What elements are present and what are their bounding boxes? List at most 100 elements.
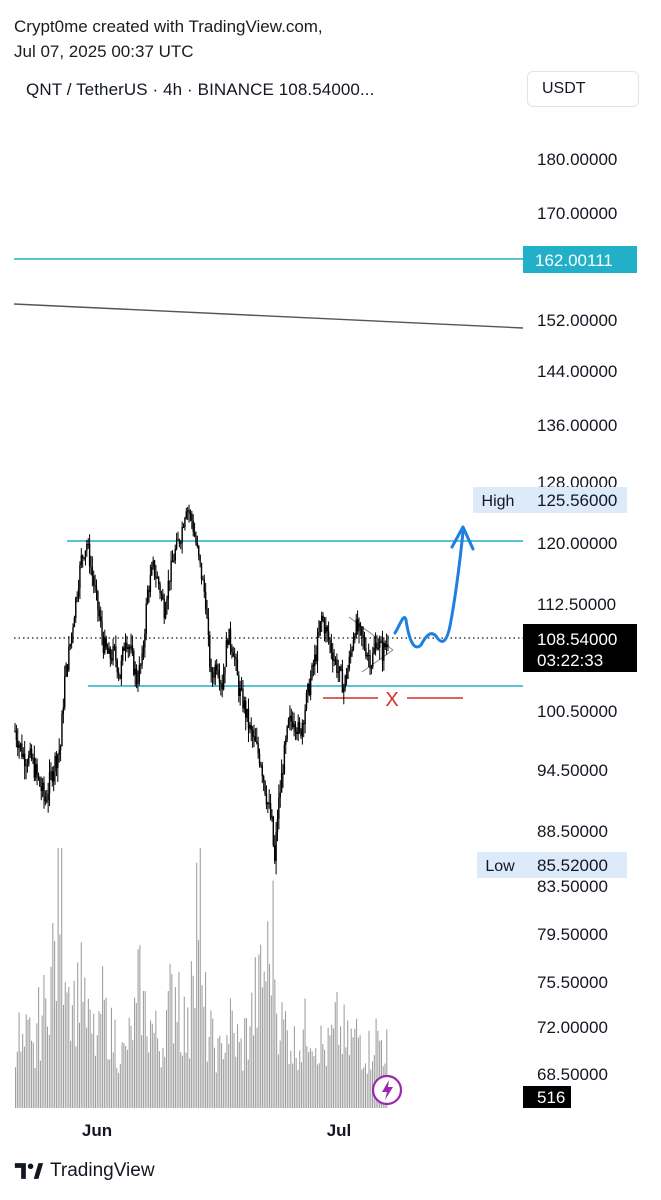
volume-bar [123,1043,125,1108]
candle [387,635,389,652]
candle [166,595,168,615]
price-axis[interactable]: 180.00000 170.00000 152.00000 144.00000 136.… [537,150,617,1084]
volume-bar [89,1009,91,1108]
volume-bar [93,1013,95,1108]
volume-bar [158,1051,160,1108]
candle [123,642,125,652]
candle [348,650,351,672]
candle [229,621,232,655]
candle [130,633,132,654]
low-label: Low [485,858,515,875]
candle [243,696,246,714]
x-tick-label: Jul [327,1121,352,1140]
candle [191,510,193,530]
candle [101,610,103,646]
candle [134,661,136,687]
candle [214,660,217,686]
price-chart[interactable]: X 180.00000 170.00000 152.00000 144.00000 13… [0,0,661,1160]
volume-bar [181,1055,184,1108]
candle [384,640,386,650]
candle [373,636,375,655]
candle [380,636,382,644]
symbol-legend[interactable]: QNT / TetherUS · 4h · BINANCE 108.54000.… [26,80,375,99]
volume-bar [162,1047,164,1108]
volume-bar [142,991,144,1108]
y-tick-label: 68.50000 [537,1065,608,1084]
candle [146,585,149,605]
time-axis[interactable]: Jun Jul [82,1121,351,1140]
candle [25,758,27,780]
volume-bar [80,942,82,1108]
candle [332,642,334,673]
volume-bar [75,1046,77,1108]
volume-bar [73,980,75,1108]
footer-brand: TradingView [14,1160,155,1182]
volume-bar [98,1011,100,1108]
volume-bar [189,1058,191,1108]
high-value-box [527,487,627,513]
candle [381,630,384,672]
volume-bar [265,981,267,1108]
candle [374,632,377,656]
volume-bar [304,998,306,1108]
volume-bar [18,1012,20,1108]
candle [144,628,146,658]
volume-bar [34,1067,36,1108]
trend-line[interactable] [13,303,524,329]
candle [171,550,174,563]
candle [40,776,42,801]
candle [119,674,121,680]
candle [311,662,313,681]
volume-bar [48,1034,50,1108]
candle [359,621,362,636]
volume-bar [336,992,338,1108]
volume-bar [228,1043,230,1108]
candle [76,591,78,603]
candle [383,638,385,671]
candle [58,738,60,763]
candle [200,562,203,585]
candle [156,571,158,579]
candle [224,666,226,684]
volume-bar [375,1018,377,1108]
volume-bar [199,848,201,1108]
y-tick-label: 112.50000 [537,595,616,614]
candle [135,664,138,689]
currency-button[interactable]: USDT [527,71,639,107]
candle [155,564,157,588]
candle [231,644,233,659]
candle [188,504,190,523]
volume-bar [201,985,203,1108]
volume-bar [245,1018,247,1108]
volume-bar [299,1050,301,1108]
drawings: X [13,258,524,711]
volume-bar [286,1030,288,1108]
volume-bar [157,1038,159,1108]
volume-bar [130,1025,132,1108]
candle [162,589,164,601]
candle [159,581,161,600]
lightning-icon[interactable] [371,1074,403,1106]
volume-bar [212,1018,214,1108]
volume-bar [222,1059,224,1108]
candle [93,570,95,594]
candle [54,752,56,785]
volume-bar [82,1001,84,1108]
candle [355,613,357,638]
candle [298,717,301,734]
candle [372,646,374,670]
candle [365,637,367,660]
volume-bar [132,1040,134,1108]
volume-bar [386,1029,388,1108]
candle [105,635,107,650]
volume-bar [377,1030,379,1108]
candle [120,654,123,686]
y-tick-label: 94.50000 [537,761,608,780]
candle [261,761,263,784]
volume-bar [192,975,194,1108]
volume-bar [256,1027,258,1108]
candle [192,514,194,537]
volume-bar [27,1019,29,1108]
volume-bar [272,880,274,1108]
candle [347,664,349,680]
